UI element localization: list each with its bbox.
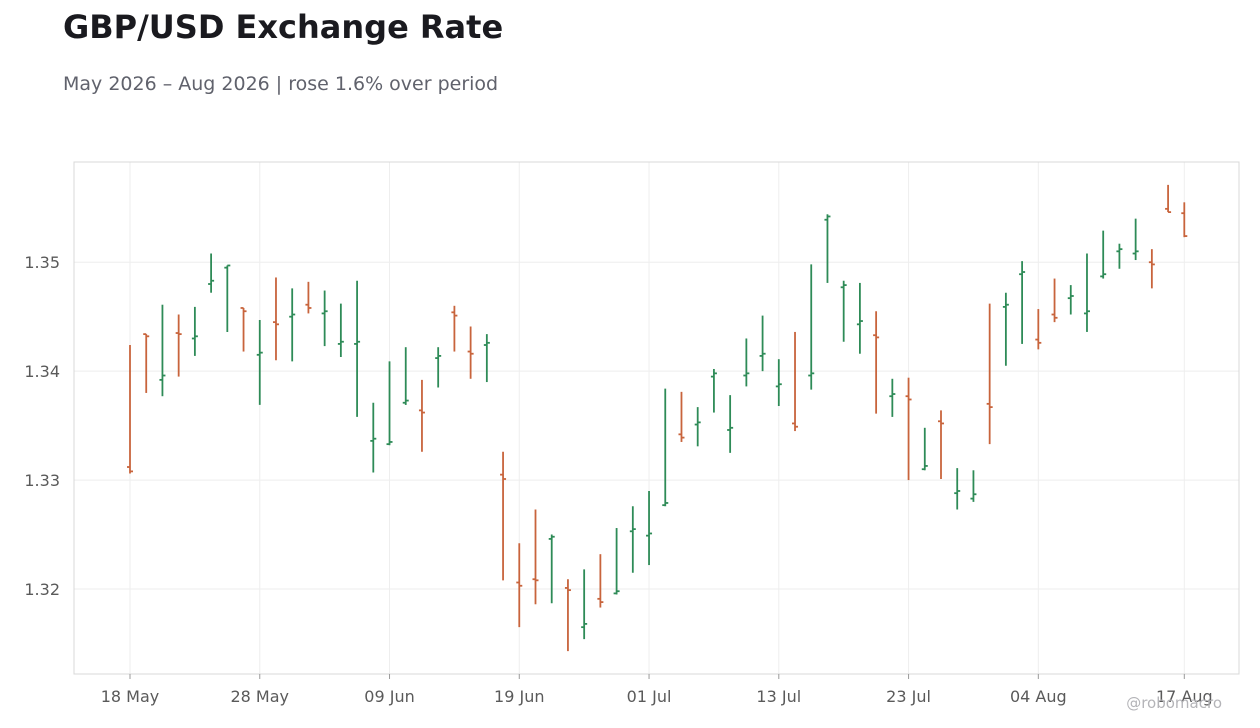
ohlc-bar [613,528,620,595]
ohlc-bar [321,290,328,347]
ohlc-bar [694,407,701,447]
watermark: @robomacro [1126,694,1222,712]
ohlc-bar [386,361,393,446]
ohlc-bar [224,264,231,332]
chart-subtitle: May 2026 – Aug 2026 | rose 1.6% over per… [63,73,499,95]
ohlc-bar [175,314,182,377]
ohlc-bar [564,579,571,652]
ohlc-bar [256,319,263,405]
ohlc-bar [532,509,539,605]
ohlc-bar [451,305,458,352]
ohlc-bar [1019,261,1026,344]
x-tick-label: 09 Jun [364,687,414,706]
ohlc-bar [500,451,507,581]
ohlc-bar [1116,243,1123,269]
ohlc-bar [710,368,717,413]
y-axis: 1.32 1.33 1.34 1.35 [24,253,60,599]
ohlc-bar [143,333,150,393]
ohlc-bar [272,277,279,361]
ohlc-bar [305,281,312,314]
ohlc-bar [727,395,734,453]
ohlc-bar [905,377,912,481]
ohlc-bar [889,378,896,417]
ohlc-bar [597,554,604,608]
ohlc-bar [581,569,588,640]
ohlc-bar [840,280,847,342]
x-tick-label: 19 Jun [494,687,544,706]
ohlc-bar [921,427,928,471]
ohlc-bar [516,543,523,628]
ohlc-bar [1100,230,1107,279]
ohlc-bar [208,253,215,293]
ohlc-bar [970,470,977,502]
ohlc-bars [127,184,1188,652]
ohlc-bar [402,347,409,405]
ohlc-bar [1165,184,1172,214]
grid-lines [74,162,1239,674]
ohlc-bar [743,338,750,387]
ohlc-bar [1067,285,1074,315]
ohlc-bar [1035,309,1042,350]
plot-frame [73,161,1240,675]
ohlc-bar [1132,218,1139,261]
ohlc-bar [1002,292,1009,366]
ohlc-bar [159,304,166,397]
ohlc-bar [191,306,198,356]
y-tick-label: 1.32 [24,580,60,599]
x-axis: 18 May 28 May 09 Jun 19 Jun 01 Jul 13 Jul 23 J… [101,674,1213,706]
x-tick-label: 17 Aug [1156,687,1213,706]
ohlc-bar [808,264,815,390]
ohlc-bar [418,379,425,452]
ohlc-bar [856,282,863,354]
x-tick-label: 13 Jul [756,687,801,706]
ohlc-bar [938,410,944,480]
ohlc-bar [824,214,831,283]
y-tick-label: 1.34 [24,362,60,381]
ohlc-bar [759,315,766,372]
ohlc-bar [548,534,555,604]
y-tick-label: 1.33 [24,471,60,490]
ohlc-bar [1148,249,1155,289]
ohlc-bar [775,359,782,407]
chart-title: GBP/USD Exchange Rate [63,8,504,46]
ohlc-bar [873,311,880,414]
ohlc-bar [1083,253,1090,332]
ohlc-bar [678,391,685,442]
ohlc-bar [370,402,377,473]
ohlc-bar [1051,278,1058,323]
ohlc-bar [629,506,636,573]
ohlc-bar [127,345,133,474]
x-tick-label: 01 Jul [627,687,672,706]
ohlc-bar [662,388,669,507]
x-tick-label: 23 Jul [886,687,931,706]
ohlc-bar [289,288,296,362]
ohlc-bar [354,280,361,417]
ohlc-bar [337,303,344,357]
ohlc-bar [646,490,653,566]
ohlc-bar [435,347,442,388]
x-tick-label: 28 May [230,687,289,706]
ohlc-bar [954,468,961,510]
ohlc-bar [792,331,799,432]
x-tick-label: 04 Aug [1010,687,1067,706]
x-tick-label: 18 May [101,687,160,706]
ohlc-bar [240,307,247,352]
y-tick-label: 1.35 [24,253,60,272]
ohlc-bar [467,326,474,379]
ohlc-bar [1181,202,1188,238]
ohlc-bar [986,303,993,445]
ohlc-bar [483,334,490,383]
